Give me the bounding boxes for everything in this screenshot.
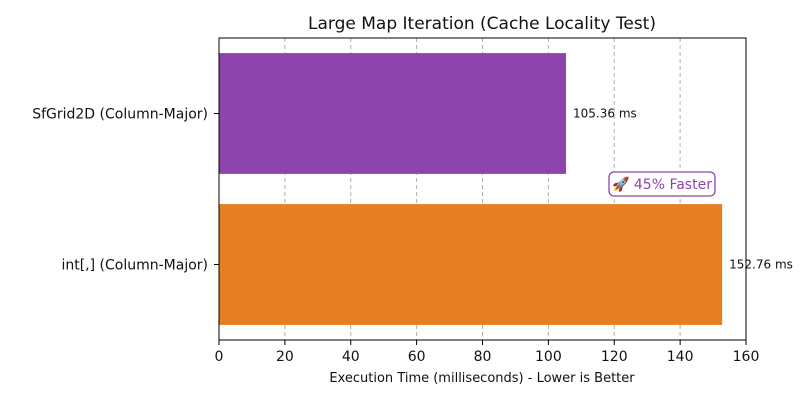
x-tick-label: 20 (276, 349, 294, 365)
bar (219, 53, 567, 174)
chart-title: Large Map Iteration (Cache Locality Test… (308, 14, 656, 34)
category-labels: SfGrid2D (Column-Major) int[,] (Column-Ma… (32, 107, 208, 274)
bar-value-label: 105.36 ms (573, 107, 637, 121)
annotation-text: 🚀 45% Faster (612, 176, 712, 193)
x-tick-label: 100 (535, 349, 562, 365)
x-axis-label: Execution Time (milliseconds) - Lower is… (329, 371, 635, 386)
value-labels: 105.36 ms 152.76 ms (573, 107, 793, 272)
bars (219, 53, 723, 325)
annotation-box (608, 171, 716, 197)
category-label: int[,] (Column-Major) (61, 258, 208, 274)
x-tick-label: 0 (215, 349, 224, 365)
x-tick-label: 60 (408, 349, 426, 365)
category-label: SfGrid2D (Column-Major) (32, 107, 208, 123)
x-tick-label: 120 (601, 349, 628, 365)
x-tick-label: 140 (667, 349, 694, 365)
plot-frame (218, 37, 747, 341)
x-axis-ticks: 0 20 40 60 80 100 120 140 160 (214, 113, 760, 365)
annotation-badge: 🚀 45% Faster (608, 171, 716, 197)
x-tick-label: 160 (733, 349, 760, 365)
bar (219, 204, 723, 325)
x-tick-label: 40 (342, 349, 360, 365)
x-tick-label: 80 (474, 349, 492, 365)
bar-value-label: 152.76 ms (729, 258, 793, 272)
